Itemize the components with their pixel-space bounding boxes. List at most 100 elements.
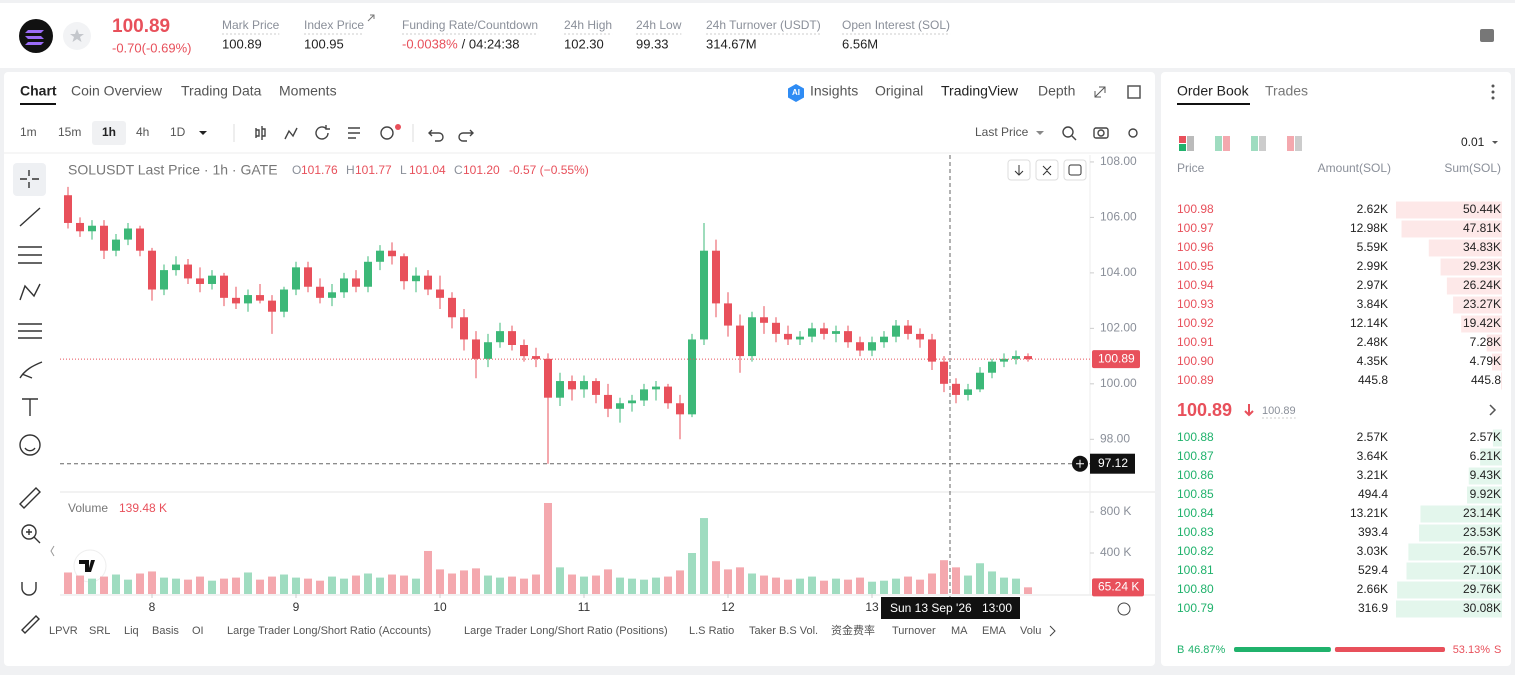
- book-price[interactable]: 100.83: [1177, 525, 1214, 539]
- indicator-tab[interactable]: EMA: [982, 625, 1007, 637]
- book-price[interactable]: 100.84: [1177, 506, 1214, 520]
- volume-bar: [424, 550, 432, 594]
- more-arrow[interactable]: [1049, 625, 1056, 637]
- depth-bar: [1419, 524, 1502, 542]
- ratio-value: 53.13%: [1453, 644, 1491, 656]
- indicator-tab[interactable]: Turnover: [892, 625, 936, 637]
- volume-bar: [592, 575, 600, 594]
- indicator-tab[interactable]: L.S Ratio: [689, 625, 734, 637]
- book-price[interactable]: 100.94: [1177, 278, 1214, 292]
- window-icon[interactable]: [1127, 85, 1141, 99]
- interval[interactable]: 1m: [20, 125, 37, 139]
- interval[interactable]: 4h: [136, 125, 149, 139]
- chart-tab[interactable]: Trading Data: [181, 83, 262, 99]
- chart-tab[interactable]: Moments: [279, 83, 337, 99]
- volume-value: 139.48 K: [119, 501, 167, 515]
- indicator-tab[interactable]: Large Trader Long/Short Ratio (Positions…: [464, 625, 668, 637]
- book-price[interactable]: 100.96: [1177, 240, 1214, 254]
- candle-body: [892, 325, 900, 337]
- pane-buttons[interactable]: [1007, 159, 1087, 181]
- view-tab[interactable]: Depth: [1038, 83, 1075, 99]
- volume-bar: [880, 580, 888, 594]
- book-price[interactable]: 100.86: [1177, 468, 1214, 482]
- book-amount: 393.4: [1358, 525, 1388, 539]
- indicator-tab[interactable]: Basis: [152, 625, 179, 637]
- settings-icon[interactable]: [1480, 29, 1494, 42]
- book-price[interactable]: 100.85: [1177, 487, 1214, 501]
- book-price[interactable]: 100.87: [1177, 449, 1214, 463]
- book-price[interactable]: 100.93: [1177, 297, 1214, 311]
- kebab[interactable]: [1491, 84, 1495, 100]
- candle-body: [388, 250, 396, 257]
- view-tab[interactable]: TradingView: [941, 83, 1019, 99]
- book-price[interactable]: 100.82: [1177, 544, 1214, 558]
- collapse-arrow[interactable]: [50, 545, 55, 557]
- depth-bar: [1467, 486, 1502, 504]
- interval[interactable]: 1h: [102, 125, 116, 139]
- sell-ratio: [1334, 647, 1445, 652]
- indicator-tab[interactable]: SRL: [89, 625, 110, 637]
- book-price[interactable]: 100.97: [1177, 221, 1214, 235]
- volume-bar: [244, 572, 252, 594]
- indicator-tab[interactable]: Volu: [1020, 625, 1041, 637]
- indicator-tab[interactable]: 资金费率: [831, 623, 875, 637]
- price-type[interactable]: Last Price: [975, 125, 1029, 139]
- book-price[interactable]: 100.81: [1177, 563, 1214, 577]
- interval[interactable]: 1D: [170, 125, 186, 139]
- indicator-tab[interactable]: LPVR: [49, 625, 78, 637]
- candle-body: [172, 264, 180, 271]
- indicator-tab[interactable]: MA: [951, 625, 968, 637]
- candle-body: [400, 256, 408, 282]
- indicator-tab[interactable]: Taker B.S Vol.: [749, 625, 818, 637]
- book-price[interactable]: 100.92: [1177, 316, 1214, 330]
- price-change: -0.70(-0.69%): [112, 40, 191, 55]
- book-price[interactable]: 100.89: [1177, 373, 1214, 387]
- volume-bar: [544, 502, 552, 594]
- book-tab[interactable]: Trades: [1265, 83, 1308, 99]
- indicator-tab[interactable]: OI: [192, 625, 204, 637]
- precision[interactable]: 0.01: [1461, 135, 1485, 149]
- book-price[interactable]: 100.80: [1177, 582, 1214, 596]
- ratio-value: 46.87%: [1188, 644, 1226, 656]
- view-tab[interactable]: Insights: [810, 83, 858, 99]
- book-price[interactable]: 100.90: [1177, 354, 1214, 368]
- view-tab[interactable]: Original: [875, 83, 923, 99]
- stat-value: 99.33: [636, 36, 669, 51]
- chevron[interactable]: [1489, 404, 1497, 416]
- book-layout-icons[interactable]: [1179, 136, 1302, 151]
- chart-tab[interactable]: Coin Overview: [71, 83, 163, 99]
- book-amount: 529.4: [1358, 563, 1388, 577]
- book-price[interactable]: 100.91: [1177, 335, 1214, 349]
- indicator-tab[interactable]: Large Trader Long/Short Ratio (Accounts): [227, 625, 431, 637]
- book-price[interactable]: 100.88: [1177, 430, 1214, 444]
- fullscreen-icon[interactable]: [1094, 86, 1106, 98]
- candle-body: [256, 295, 264, 301]
- book-price[interactable]: 100.79: [1177, 601, 1214, 615]
- book-sum: 6.21K: [1470, 449, 1501, 463]
- candle-body: [472, 339, 480, 359]
- book-tab[interactable]: Order Book: [1177, 83, 1250, 99]
- volume-bar: [64, 572, 72, 594]
- depth-bar: [1480, 448, 1502, 466]
- book-price[interactable]: 100.98: [1177, 202, 1214, 216]
- candle-body: [664, 386, 672, 404]
- book-sum: 30.08K: [1463, 601, 1501, 615]
- stat-label: 24h Low: [636, 18, 682, 32]
- settings-icon[interactable]: [1117, 602, 1131, 616]
- book-sum: 34.83K: [1463, 240, 1501, 254]
- book-price[interactable]: 100.95: [1177, 259, 1214, 273]
- y-tick-label: 102.00: [1100, 321, 1137, 335]
- candle-body: [940, 361, 948, 384]
- toolbar-icons[interactable]: [255, 125, 1138, 142]
- candle-body: [556, 381, 564, 398]
- volume-bar: [700, 518, 708, 594]
- x-tick-label: 12: [721, 600, 735, 614]
- book-sum: 2.57K: [1470, 430, 1501, 444]
- favorite-button[interactable]: [63, 22, 91, 50]
- interval[interactable]: 15m: [58, 125, 81, 139]
- book-amount: 12.14K: [1350, 316, 1388, 330]
- chart-tab[interactable]: Chart: [20, 83, 57, 99]
- volume-bar: [484, 575, 492, 594]
- indicator-tab[interactable]: Liq: [124, 625, 139, 637]
- drawing-tools[interactable]: [13, 163, 46, 634]
